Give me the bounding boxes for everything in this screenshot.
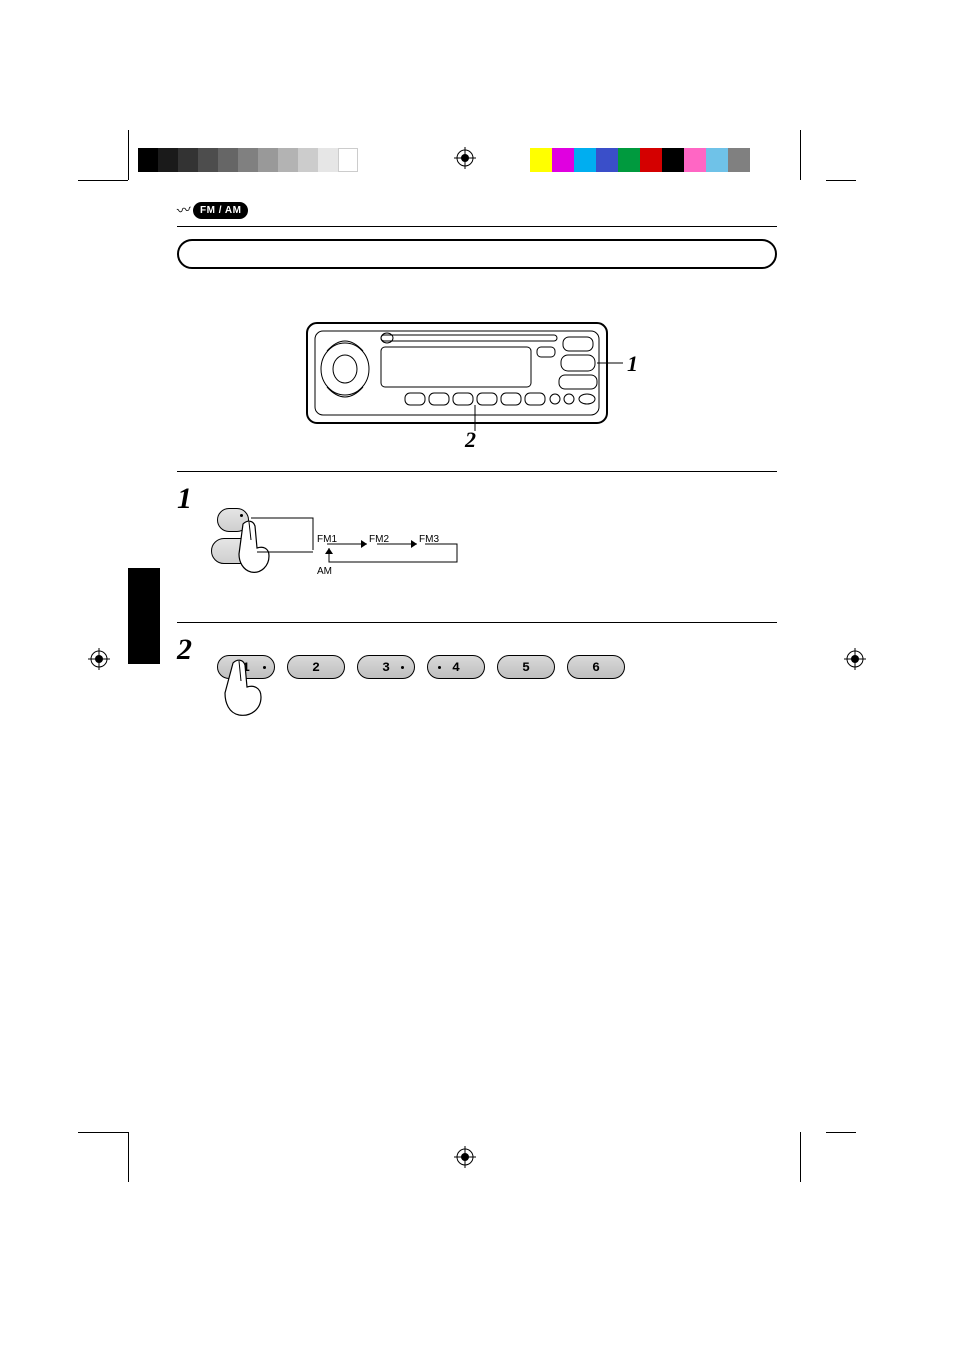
preset-button-6[interactable]: 6 [567, 655, 625, 679]
head-unit-diagram: 1 2 [177, 311, 777, 461]
step-number: 1 [177, 482, 203, 516]
color-bar-grayscale [138, 148, 358, 172]
registration-mark [88, 648, 110, 670]
flow-label: AM [317, 566, 332, 577]
preset-label: 5 [522, 660, 530, 675]
preset-button-5[interactable]: 5 [497, 655, 555, 679]
side-tab [128, 568, 160, 664]
preset-button-2[interactable]: 2 [287, 655, 345, 679]
step-2-graphic: 1 2 3 4 [217, 655, 777, 679]
step-1-graphic: FM1 FM2 FM3 AM [217, 504, 777, 604]
step-2: 2 1 2 3 [177, 622, 777, 697]
fm-am-badge: 〰 FM / AM [177, 200, 248, 220]
registration-mark [844, 648, 866, 670]
step-heading [217, 633, 777, 647]
callout-2: 2 [465, 427, 476, 453]
steps-list: 1 [177, 471, 777, 697]
crop-mark [128, 1132, 129, 1182]
crop-mark [800, 130, 801, 180]
crop-mark [128, 130, 129, 180]
crop-mark [800, 1132, 801, 1182]
pointing-hand-icon [223, 659, 277, 721]
flow-arrows [217, 504, 517, 604]
head-unit-svg [297, 311, 657, 461]
crop-mark [826, 1132, 856, 1133]
intro-text [177, 277, 777, 293]
step-number: 2 [177, 633, 203, 667]
flow-label: FM1 [317, 534, 337, 545]
flow-label: FM3 [419, 534, 439, 545]
subtitle-bar [177, 239, 777, 269]
step-heading [217, 482, 777, 496]
callout-1: 1 [627, 351, 638, 377]
page-content: 〰 FM / AM [177, 200, 777, 697]
flow-label: FM2 [369, 534, 389, 545]
preset-label: 6 [592, 660, 600, 675]
section-header: 〰 FM / AM [177, 200, 777, 227]
preset-label: 3 [382, 660, 390, 675]
color-bar-process [530, 148, 750, 172]
crop-mark [826, 180, 856, 181]
preset-label: 4 [452, 660, 460, 675]
preset-label: 2 [312, 660, 320, 675]
step-1: 1 [177, 471, 777, 622]
preset-button-3[interactable]: 3 [357, 655, 415, 679]
registration-mark [454, 147, 476, 169]
badge-label: FM / AM [193, 202, 248, 219]
crop-mark [78, 1132, 128, 1133]
registration-mark [454, 1146, 476, 1168]
crop-mark [78, 180, 128, 181]
preset-button-4[interactable]: 4 [427, 655, 485, 679]
radio-waves-icon: 〰 [175, 199, 192, 221]
